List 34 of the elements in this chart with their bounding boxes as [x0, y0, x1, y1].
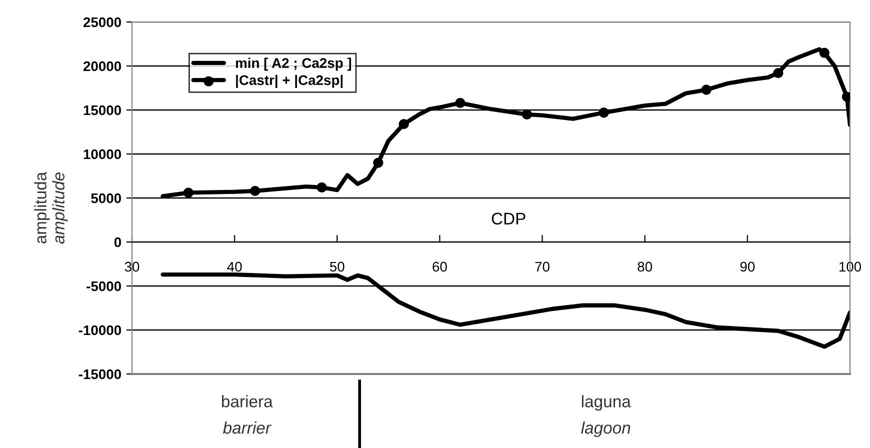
point: [455, 98, 466, 108]
y-tick-label: 20000: [83, 61, 122, 72]
y-tick-label: -10000: [78, 325, 122, 336]
point: [373, 158, 384, 168]
x-tick-label: 100: [839, 262, 862, 272]
x-axis-title: CDP: [492, 212, 526, 225]
point: [701, 84, 712, 95]
point: [183, 188, 194, 198]
x-tick-label: 90: [740, 262, 755, 272]
y-axis-title: amplituda amplitude: [34, 172, 68, 244]
y-tick-label: -15000: [78, 369, 122, 380]
y-tick-label: 25000: [83, 17, 122, 28]
point: [773, 68, 784, 78]
y-tick-label: 0: [114, 237, 122, 248]
point: [250, 186, 260, 196]
x-tick-label: 60: [432, 262, 447, 272]
y-tick-label: 10000: [84, 149, 122, 160]
point: [398, 118, 409, 130]
y-tick-label: -5000: [86, 281, 122, 292]
text: bariera barrier: [222, 395, 273, 434]
point: [522, 109, 532, 120]
x-tick-label: 80: [638, 262, 652, 272]
point: [598, 108, 609, 118]
point: [819, 48, 830, 58]
y-tick-label: 5000: [91, 193, 122, 204]
x-tick-label: 70: [535, 262, 550, 272]
legend-label: |Castr| + |Ca2sp|: [236, 74, 343, 88]
text: laguna lagoon: [581, 395, 631, 438]
y-tick-label: 15000: [84, 105, 122, 116]
x-tick-label: 30: [124, 262, 140, 272]
point: [316, 182, 327, 193]
legend-label: min [ A2 ; Ca2sp ]: [236, 58, 352, 71]
x-tick-label: 40: [227, 262, 242, 272]
x-tick-label: 50: [330, 262, 344, 272]
